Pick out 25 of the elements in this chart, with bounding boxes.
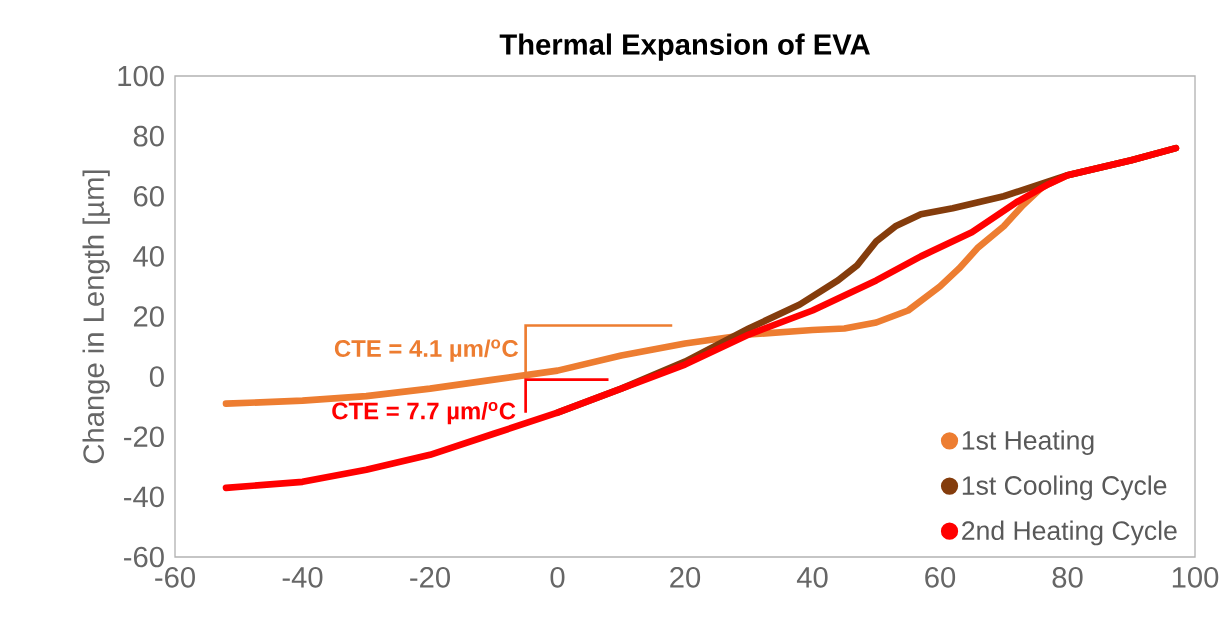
x-tick-label: -20: [410, 567, 450, 588]
y-tick-label: 80: [133, 125, 164, 147]
y-tick-label: -40: [124, 486, 164, 508]
x-tick-label: 80: [1052, 567, 1083, 588]
y-tick-label: 20: [133, 306, 164, 327]
y-tick-label: 60: [133, 185, 164, 207]
legend-label: 1st Heating: [962, 430, 1094, 456]
x-tick-label: 40: [796, 567, 828, 588]
y-tick-label: 40: [133, 246, 164, 267]
x-tick-label: 100: [1172, 567, 1219, 588]
annotation: CTE = 4.1 µm/$^{o}$C: [334, 339, 519, 362]
x-tick-label: -60: [155, 567, 195, 588]
y-tick-label: -60: [124, 546, 164, 568]
legend-label: 1st Cooling Cycle: [962, 475, 1167, 501]
y-axis-title: Change in Length [µm]: [82, 170, 110, 464]
chart-title: Thermal Expansion of EVA: [499, 33, 870, 61]
x-tick-label: 60: [925, 567, 956, 588]
x-tick-label: 20: [670, 567, 701, 588]
y-tick-label: 100: [118, 65, 164, 87]
y-tick-label: -20: [124, 426, 164, 448]
x-tick-label: 0: [550, 567, 565, 588]
annotation: CTE = 7.7 µm/$^{o}$C: [332, 401, 516, 425]
y-tick-label: 0: [149, 366, 164, 387]
x-tick-label: -40: [282, 567, 323, 588]
legend-label: 2nd Heating Cycle: [962, 520, 1177, 546]
